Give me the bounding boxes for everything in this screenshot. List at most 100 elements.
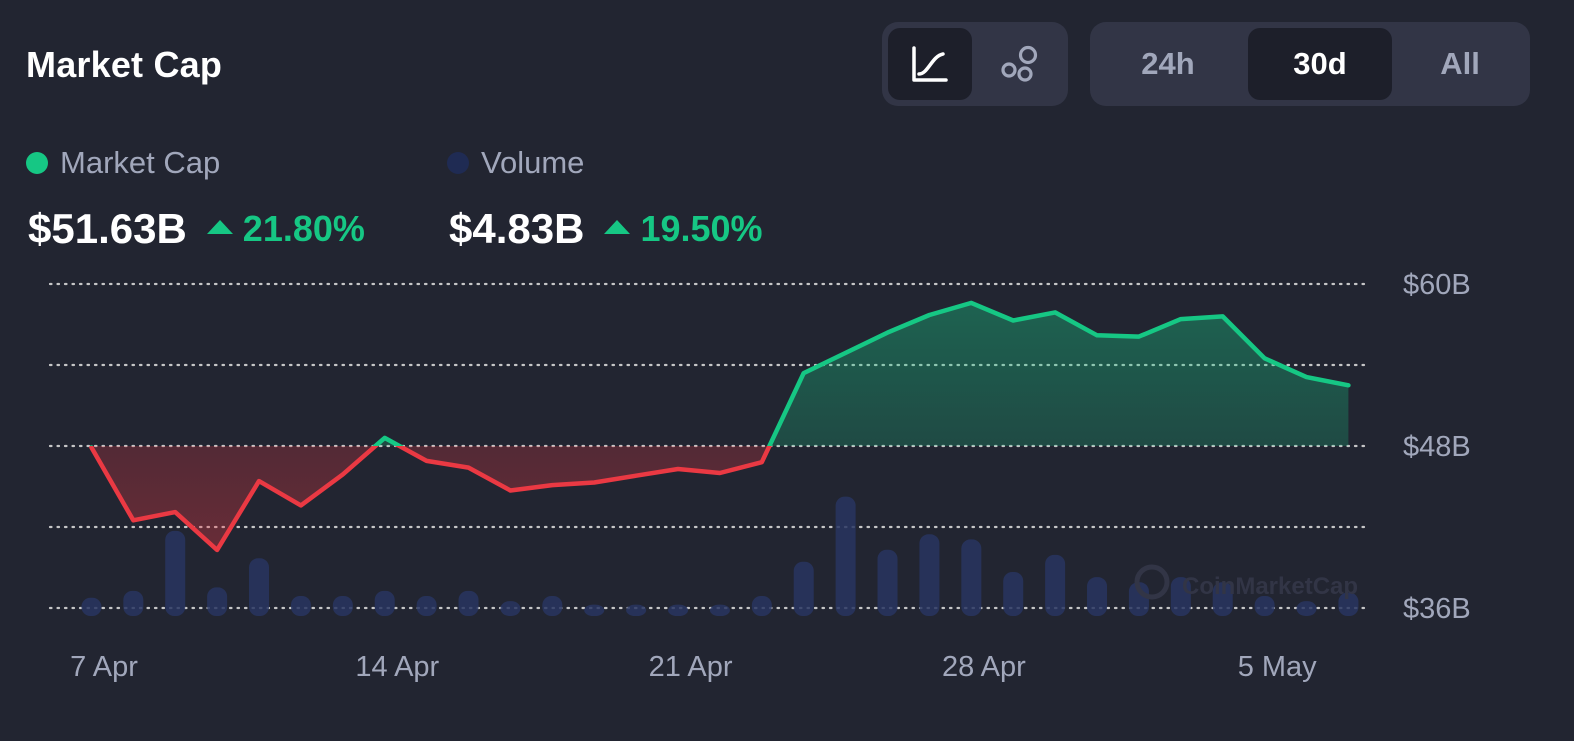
x-tick-label: 5 May	[1238, 651, 1317, 683]
range-all-button[interactable]: All	[1440, 46, 1480, 81]
y-tick-label: $60B	[1403, 269, 1471, 301]
volume-bar	[1254, 596, 1275, 616]
volume-bar	[1045, 554, 1066, 616]
price-point[interactable]	[504, 485, 516, 497]
market-cap-change: 21.80%	[206, 208, 365, 250]
volume-stat: $4.83B 19.50%	[449, 205, 763, 253]
bubbles-icon	[1001, 45, 1038, 82]
legend-market-cap[interactable]: Market Cap	[26, 145, 220, 181]
price-point[interactable]	[882, 327, 894, 339]
volume-bar	[793, 561, 814, 616]
market-cap-stat: $51.63B 21.80%	[28, 205, 365, 253]
line-chart-button[interactable]	[888, 28, 972, 100]
price-area	[91, 302, 1349, 550]
volume-bar	[668, 604, 689, 616]
price-point[interactable]	[965, 297, 977, 309]
price-point[interactable]	[127, 514, 139, 526]
y-axis: $60B $48B $36B	[1403, 269, 1471, 625]
price-point[interactable]	[1175, 313, 1187, 325]
price-point[interactable]	[798, 367, 810, 379]
volume-bar	[207, 587, 228, 616]
price-point[interactable]	[169, 506, 181, 518]
volume-bar	[751, 596, 772, 616]
price-point[interactable]	[588, 476, 600, 488]
price-line-up	[89, 300, 1351, 446]
volume-change: 19.50%	[604, 208, 763, 250]
volume-bar	[416, 596, 437, 616]
price-point[interactable]	[379, 432, 391, 444]
volume-bar	[1338, 592, 1359, 616]
bubbles-chart-button[interactable]	[978, 28, 1062, 100]
price-point[interactable]	[253, 475, 265, 487]
range-24h-button[interactable]: 24h	[1141, 46, 1195, 81]
page-title: Market Cap	[26, 44, 223, 85]
price-point[interactable]	[1091, 329, 1103, 341]
range-30d-button[interactable]: 30d	[1248, 28, 1392, 100]
x-tick-label: 21 Apr	[649, 651, 733, 683]
price-point[interactable]	[211, 544, 223, 556]
area-above-baseline	[91, 302, 1349, 446]
price-point[interactable]	[337, 468, 349, 480]
time-range-selector: 24h 30d All	[1090, 22, 1530, 106]
legend-label: Market Cap	[60, 145, 221, 180]
volume-dot-icon	[447, 152, 469, 174]
price-point[interactable]	[463, 462, 475, 474]
price-point[interactable]	[421, 455, 433, 467]
x-tick-label: 28 Apr	[942, 651, 1026, 683]
price-point[interactable]	[630, 470, 642, 482]
x-tick-label: 7 Apr	[70, 651, 138, 683]
market-cap-dot-icon	[26, 152, 48, 174]
volume-value: $4.83B	[449, 205, 585, 252]
line-chart-icon	[912, 46, 948, 82]
watermark: CoinMarketCap	[1134, 564, 1358, 600]
y-tick-label: $48B	[1403, 431, 1471, 463]
volume-bar	[123, 590, 144, 616]
coinmarketcap-logo-icon	[1134, 564, 1170, 600]
volume-bar	[458, 590, 479, 616]
up-triangle-icon	[604, 220, 631, 234]
volume-bar	[1170, 577, 1191, 616]
volume-bar	[835, 496, 856, 616]
price-point[interactable]	[546, 479, 558, 491]
price-line	[85, 297, 1354, 556]
price-point[interactable]	[85, 441, 97, 453]
price-point[interactable]	[1217, 310, 1229, 322]
price-point[interactable]	[1259, 352, 1271, 364]
area-below-baseline	[91, 446, 1349, 550]
y-tick-label: $36B	[1403, 593, 1471, 625]
price-point[interactable]	[672, 463, 684, 475]
price-point[interactable]	[1342, 379, 1354, 391]
volume-bar	[249, 558, 270, 616]
watermark-text: CoinMarketCap	[1182, 573, 1358, 600]
price-point[interactable]	[840, 347, 852, 359]
volume-bar	[1128, 582, 1149, 616]
chart-type-toggle	[882, 22, 1068, 106]
volume-bar	[542, 596, 563, 616]
volume-bar	[1212, 582, 1233, 616]
volume-bar	[877, 549, 898, 616]
x-tick-label: 14 Apr	[355, 651, 439, 683]
volume-bar	[1087, 577, 1108, 616]
volume-bar	[919, 534, 940, 616]
price-point[interactable]	[923, 309, 935, 321]
volume-bar	[626, 604, 647, 616]
volume-bar	[500, 601, 521, 616]
volume-bar	[1003, 572, 1024, 616]
price-point[interactable]	[1301, 371, 1313, 383]
price-point[interactable]	[295, 499, 307, 511]
x-axis: 7 Apr 14 Apr 21 Apr 28 Apr 5 May	[70, 651, 1317, 683]
volume-bar	[374, 590, 395, 616]
volume-bar	[961, 539, 982, 616]
legend-volume[interactable]: Volume	[447, 145, 584, 181]
volume-bar	[1296, 601, 1317, 616]
price-point[interactable]	[1049, 306, 1061, 318]
price-point[interactable]	[1133, 331, 1145, 343]
market-cap-value: $51.63B	[28, 205, 187, 252]
price-point[interactable]	[714, 467, 726, 479]
volume-bar	[584, 604, 605, 616]
legend-label: Volume	[481, 145, 585, 180]
price-point[interactable]	[756, 456, 768, 468]
price-point[interactable]	[1007, 314, 1019, 326]
price-line-down	[89, 446, 772, 553]
